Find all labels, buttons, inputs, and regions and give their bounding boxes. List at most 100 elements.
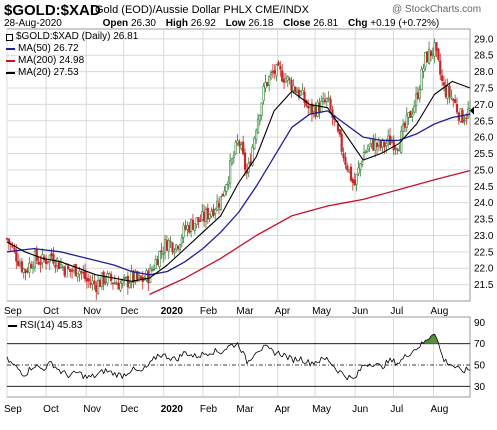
candle-body (255, 130, 258, 141)
legend-item-ma200: MA(200) 24.98 (6, 55, 138, 67)
candle-body (281, 70, 284, 82)
candle-body (452, 99, 455, 101)
candle-body (286, 76, 289, 81)
candle-body (69, 268, 72, 272)
candle-body (227, 181, 230, 185)
chg-label: Chg (348, 18, 368, 29)
chart-symbol: $GOLD:$XAD (4, 2, 101, 19)
y-tick-label: 22.0 (474, 264, 494, 275)
candle-body (230, 158, 234, 164)
candle-body (171, 242, 174, 253)
candle-body (426, 51, 429, 63)
legend-item-ma50: MA(50) 26.72 (6, 43, 138, 55)
close-value: 26.81 (313, 18, 339, 29)
y-tick-label: 26.5 (474, 116, 494, 127)
candle-body (234, 141, 237, 155)
candle-body (374, 140, 377, 151)
candle-body (305, 100, 308, 107)
candle-body (195, 217, 198, 225)
candle-body (15, 251, 18, 262)
open-value: 26.30 (130, 18, 156, 29)
candle-body (435, 42, 438, 51)
candle-body (204, 209, 208, 222)
candle-body (208, 213, 211, 219)
candle-body (372, 139, 375, 151)
candle-body (137, 275, 141, 279)
open-label: Open (102, 18, 129, 29)
candle-body (338, 129, 341, 135)
candle-body (203, 211, 206, 222)
candle-body (348, 168, 351, 173)
candle-body (206, 207, 209, 220)
candle-body (258, 114, 261, 122)
candle-body (57, 260, 61, 270)
candle-body (39, 262, 42, 265)
candle-body (322, 98, 325, 102)
candle-body (158, 251, 161, 268)
candle-body (199, 220, 202, 222)
candle-body (93, 280, 96, 285)
candle-body (18, 263, 22, 266)
candle-body (169, 241, 172, 243)
candle-body (275, 64, 278, 77)
candle-body (433, 42, 436, 57)
candle-body (282, 79, 286, 83)
candle-body (65, 264, 68, 278)
candle-body (325, 97, 328, 103)
candle-body (61, 266, 64, 268)
candle-body (147, 271, 150, 284)
candle-body (113, 282, 116, 284)
candle-body (459, 108, 462, 122)
candle-body (85, 277, 89, 282)
candle-body (424, 52, 427, 68)
candle-body (454, 99, 457, 104)
candle-body (288, 78, 291, 80)
candle-body (59, 264, 63, 268)
candle-body (318, 102, 321, 114)
rsi-legend: RSI(14) 45.83 (8, 320, 82, 332)
rsi-label: RSI(14) 45.83 (20, 320, 83, 331)
candle-body (119, 282, 122, 291)
candle-body (251, 146, 254, 166)
candle-body (22, 268, 25, 273)
candle-body (329, 98, 332, 110)
ma20-line (6, 80, 471, 282)
candle-body (108, 272, 111, 275)
legend-label: MA(200) 24.98 (18, 55, 85, 66)
x-axis: Sep Sep Oct Oct Nov Nov Dec Dec 2020 2020 Feb Feb Ma… (4, 306, 448, 415)
x-tick-label: Feb (200, 306, 218, 317)
candle-body (253, 137, 256, 149)
watermark: @ StockCharts.com (392, 4, 482, 15)
candle-body (11, 245, 14, 248)
candle-body (418, 89, 421, 99)
candle-body (383, 141, 386, 148)
candle-body (407, 112, 410, 118)
candle-body (294, 86, 297, 93)
candle-body (284, 78, 288, 83)
legend-swatch (8, 325, 17, 327)
candle-body (468, 108, 472, 111)
y-tick-label: 25.5 (474, 149, 494, 160)
candle-body (219, 196, 222, 211)
candle-body (33, 251, 36, 268)
candle-body (243, 152, 247, 170)
candle-body (264, 81, 267, 89)
legend: $GOLD:$XAD (Daily) 26.81 MA(50) 26.72 MA… (6, 31, 138, 79)
candle-body (355, 173, 358, 185)
candle-body (20, 261, 23, 272)
candle-body (394, 147, 397, 149)
candle-body (409, 110, 412, 118)
y-tick-label: 24.0 (474, 198, 494, 209)
x-tick-label: 2020 (161, 306, 184, 317)
candle-body (5, 238, 9, 240)
candle-body (295, 91, 299, 94)
candle-body (95, 284, 98, 293)
candle-body (212, 208, 215, 216)
candle-body (13, 247, 16, 250)
low-value: 26.18 (248, 18, 274, 29)
close-label: Close (283, 18, 311, 29)
candle-body (176, 246, 180, 249)
candle-body (70, 270, 74, 272)
candle-body (232, 155, 235, 158)
candle-body (401, 124, 405, 133)
